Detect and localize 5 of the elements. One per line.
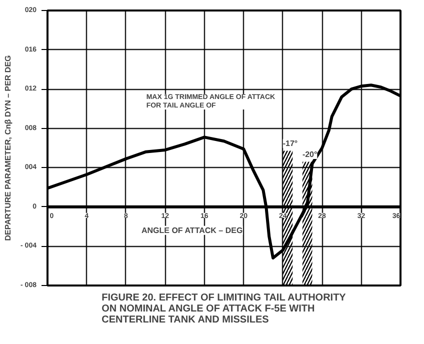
band-label: -17° <box>282 139 298 148</box>
band-label: -20° <box>302 150 318 159</box>
text: FIGURE 20. EFFECT OF LIMITING TAIL AUTHORITY ON NOMINAL ANGLE OF ATTACK F-5E WITH CENTERLINE TANK AND MISSILES <box>102 292 346 326</box>
x-axis-title: ANGLE OF ATTACK – DEG <box>141 226 243 235</box>
y-axis-title: DEPARTURE PARAMETER, Cnβ DYN – PER DEG <box>4 55 13 241</box>
